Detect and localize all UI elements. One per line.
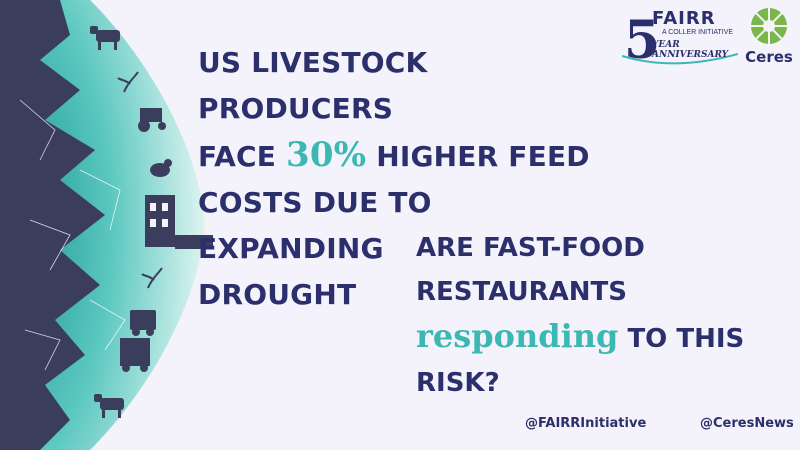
dark-terrain [0,0,105,450]
headline-line: COSTS DUE TO EXPANDING [198,186,432,265]
chicken-icon [150,159,172,177]
ceres-name: Ceres [745,48,793,66]
truck-icon [130,310,156,336]
ceres-logo-icon [751,8,787,44]
fairr-name: FAIRR [652,8,716,29]
fairr-handle[interactable]: @FAIRRInitiative [525,416,647,431]
headline-text: FACE [198,140,287,173]
truck-icon [120,338,150,372]
plant-icon [117,71,139,93]
ceres-logo: Ceres [744,6,794,68]
question-line: ARE FAST-FOOD [416,233,645,263]
question-line: responding TO THIS [416,314,776,361]
headline-line: US LIVESTOCK PRODUCERS [198,46,428,125]
headline: US LIVESTOCK PRODUCERS FACE 30% HIGHER F… [198,40,618,318]
fairr-sub: A COLLER INITIATIVE [662,29,734,36]
fairr-logo-mark: 5 [622,10,738,68]
fairr-logo: 5 FAIRR A COLLER INITIATIVE YEAR ANNIVER… [622,6,738,68]
globe-illustration [0,0,213,450]
question-line: RESTAURANTS [416,277,628,307]
question-line: RISK? [416,368,500,398]
question-text: TO THIS [618,324,745,354]
ceres-handle[interactable]: @CeresNews [700,416,794,431]
headline-text: HIGHER FEED [366,140,590,173]
question: ARE FAST-FOOD RESTAURANTS responding TO … [416,226,776,405]
plant-icon [141,267,163,289]
question-accent: responding [416,317,619,355]
headline-line: FACE 30% HIGHER FEED [198,132,618,180]
fairr-anniversary: YEAR ANNIVERSARY [652,40,729,60]
cow-icon [90,26,120,50]
cow-icon [94,394,124,418]
headline-line: DROUGHT [198,278,357,311]
headline-percent: 30% [286,135,367,175]
tractor-icon [138,108,166,132]
factory-icon [145,195,213,249]
